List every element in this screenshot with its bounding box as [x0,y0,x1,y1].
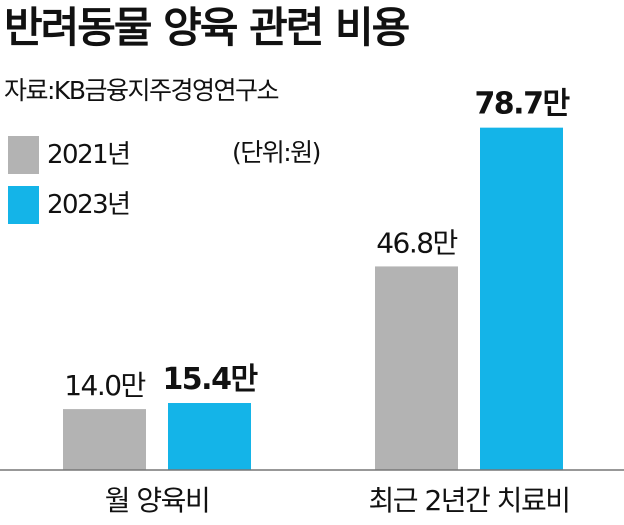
data-label-2023-1: 78.7만 [474,87,570,122]
bars-layer: 14.0만 15.4만 46.8만 78.7만 [63,87,572,470]
chart-title: 반려동물 양육 관련 비용 [4,3,410,52]
data-label-2021-1: 46.8만 [376,226,457,259]
bar-2023-0 [168,403,251,470]
category-labels: 월 양육비 최근 2년간 치료비 [105,484,571,517]
bar-2023-1 [480,127,563,470]
category-label-0: 월 양육비 [105,484,209,517]
legend-item-2023: 2023년 [8,185,131,225]
category-label-1: 최근 2년간 치료비 [369,484,570,517]
data-label-2023-0: 15.4만 [162,362,258,397]
bar-2021-1 [375,266,458,470]
legend-swatch-2021 [8,136,39,174]
data-label-2021-0: 14.0만 [64,369,145,402]
source-note: 자료:KB금융지주경영연구소 [4,76,279,105]
legend-swatch-2023 [8,186,39,224]
bar-2021-0 [63,409,146,470]
legend-label-2023: 2023년 [47,190,131,220]
legend-label-2021: 2021년 [47,140,131,170]
legend-item-2021: 2021년 [8,135,131,175]
unit-note: (단위:원) [232,138,321,167]
